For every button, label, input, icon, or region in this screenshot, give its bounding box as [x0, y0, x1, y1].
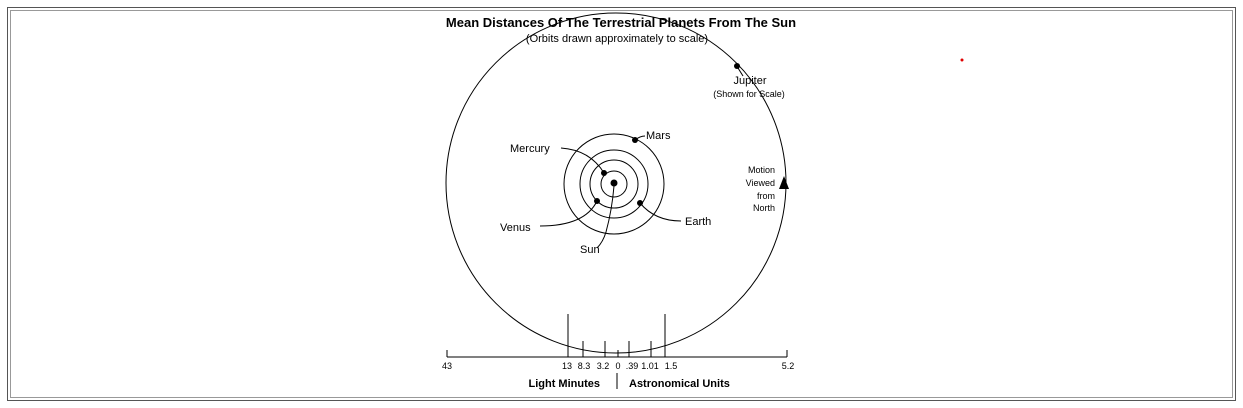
jupiter-leader — [737, 67, 744, 77]
venus-orbit — [589, 159, 639, 209]
tick-label-lm-8.3: 8.3 — [578, 361, 591, 371]
earth-leader — [639, 202, 682, 222]
motion-note-line-2: Viewed — [746, 178, 775, 188]
sun-dot — [610, 179, 618, 187]
tick-label-au-1.5: 1.5 — [665, 361, 678, 371]
jupiter-label: Jupiter — [733, 75, 766, 87]
tick-label-au-1.01: 1.01 — [641, 361, 659, 371]
tick-label-lm-43: 43 — [442, 361, 452, 371]
tick-label-lm-3.2: 3.2 — [597, 361, 610, 371]
mercury-label: Mercury — [510, 143, 550, 155]
diagram-subtitle: (Orbits drawn approximately to scale) — [526, 33, 708, 45]
mars-orbit — [563, 133, 665, 235]
motion-note-line-1: Motion — [748, 165, 775, 175]
frame-border-inner — [10, 10, 1233, 398]
tick-label-au-5.2: 5.2 — [782, 361, 795, 371]
tick-label-au-0.39: .39 — [626, 361, 639, 371]
mars-leader — [634, 135, 646, 141]
venus-leader — [539, 200, 598, 227]
tick-label-lm-13: 13 — [562, 361, 572, 371]
sun-leader — [596, 185, 615, 249]
motion-note-line-3: from — [757, 191, 775, 201]
earth-label: Earth — [685, 216, 711, 228]
jupiter-note: (Shown for Scale) — [713, 89, 785, 99]
motion-arrow-icon — [779, 176, 789, 189]
tick-label-zero: 0 — [615, 361, 620, 371]
venus-label: Venus — [500, 222, 531, 234]
sun-label: Sun — [580, 244, 600, 256]
mercury-orbit — [600, 170, 628, 198]
motion-note-line-4: North — [753, 203, 775, 213]
frame-border — [7, 7, 1236, 401]
mars-label: Mars — [646, 130, 671, 142]
light-minutes-label: Light Minutes — [529, 378, 601, 390]
jupiter-dot — [734, 63, 740, 69]
astronomical-units-label: Astronomical Units — [629, 378, 730, 390]
mercury-leader — [560, 147, 605, 174]
diagram-title: Mean Distances Of The Terrestrial Planet… — [446, 15, 796, 30]
earth-orbit — [579, 149, 649, 219]
red-marker-dot — [960, 58, 964, 62]
